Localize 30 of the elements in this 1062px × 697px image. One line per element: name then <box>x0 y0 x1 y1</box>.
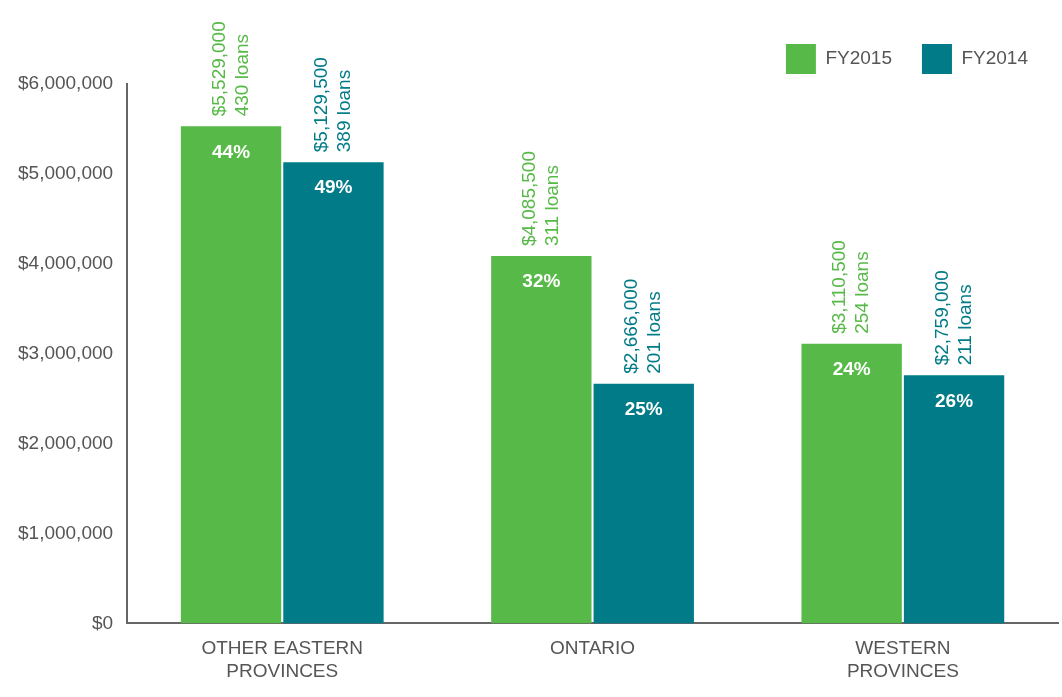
y-tick-label: $1,000,000 <box>18 521 114 543</box>
y-tick-label: $5,000,000 <box>18 162 114 184</box>
legend-label: FY2014 <box>961 47 1029 69</box>
y-tick-label: $2,000,000 <box>18 431 114 453</box>
y-tick-label: $6,000,000 <box>18 72 114 94</box>
bar <box>180 126 282 624</box>
annotation: 24% <box>832 358 871 379</box>
data-label: $3,110,500 254 loans <box>828 240 873 334</box>
annotation: 25% <box>624 397 663 419</box>
bar <box>283 162 384 624</box>
y-tick-label: $3,000,000 <box>18 341 114 363</box>
data-label: $5,529,000 430 loans <box>207 21 252 117</box>
legend-label: FY2015 <box>825 47 892 69</box>
bar <box>491 256 592 624</box>
x-tick-label: ONTARIO <box>549 637 636 659</box>
data-label: $5,129,500 389 loans <box>310 57 355 153</box>
bar <box>903 375 1005 624</box>
annotation: 32% <box>522 270 561 292</box>
annotation: 26% <box>935 389 974 411</box>
y-tick-label: $0 <box>91 611 114 633</box>
annotation: 44% <box>212 140 251 162</box>
bar <box>801 343 902 624</box>
y-tick-label: $4,000,000 <box>18 252 114 274</box>
bar <box>593 383 694 624</box>
data-label: $2,666,000 201 loans <box>620 278 665 374</box>
data-label: $2,759,000 211 loans <box>930 270 975 366</box>
annotation: 49% <box>314 176 353 198</box>
x-tick-label: OTHER EASTERN PROVINCES <box>201 637 364 681</box>
data-label: $4,085,500 311 loans <box>518 151 563 247</box>
x-tick-label: WESTERN PROVINCES <box>846 637 959 681</box>
